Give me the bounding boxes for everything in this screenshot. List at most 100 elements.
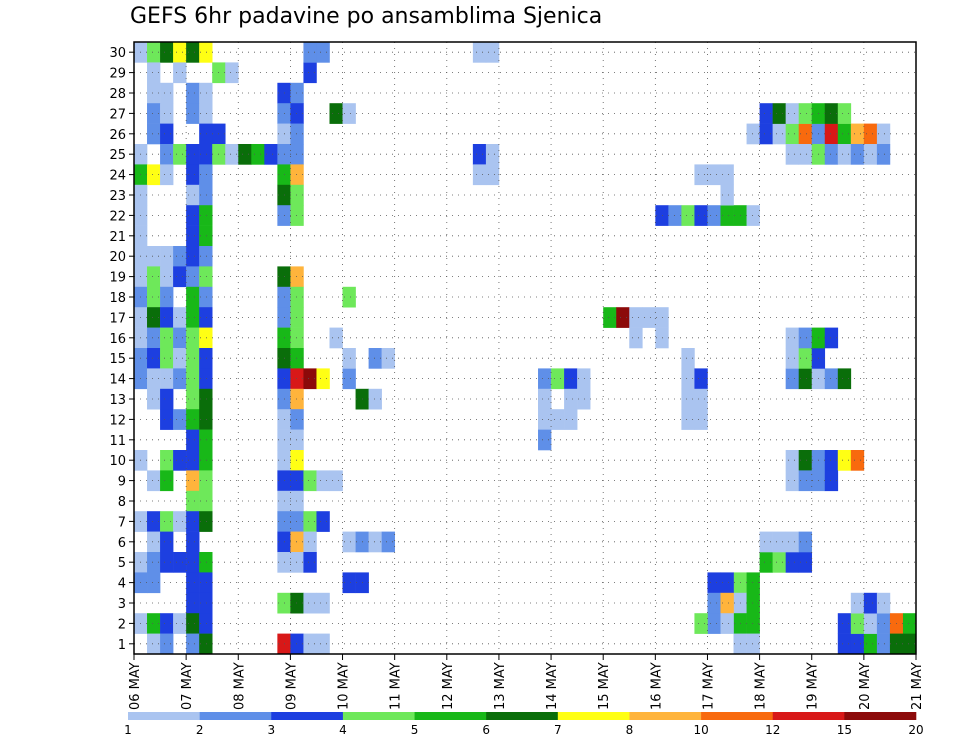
heatmap-cell — [147, 62, 161, 84]
heatmap-cell — [798, 144, 813, 165]
heatmap-cell — [798, 531, 813, 553]
y-tick-label: 19 — [109, 271, 126, 286]
heatmap-cell — [160, 123, 174, 145]
heatmap-cell — [785, 368, 799, 390]
x-tick-label: 09 MAY — [284, 662, 299, 710]
heatmap-cell — [147, 327, 161, 349]
heatmap-cell — [199, 307, 213, 328]
colorbar-label: 5 — [411, 723, 419, 737]
colorbar-label: 7 — [554, 723, 562, 737]
heatmap-cell — [160, 103, 174, 124]
heatmap-cell — [876, 613, 891, 634]
colorbar-label: 8 — [626, 723, 634, 737]
heatmap-cell — [186, 307, 200, 328]
x-tick-label: 13 MAY — [493, 662, 508, 710]
heatmap-cell — [759, 531, 773, 553]
heatmap-cell — [472, 144, 487, 165]
heatmap-cell — [694, 368, 708, 390]
y-tick-label: 13 — [109, 393, 126, 408]
heatmap-cell — [303, 511, 317, 532]
heatmap-cell — [720, 592, 734, 614]
heatmap-cell — [863, 144, 878, 165]
heatmap-cell — [303, 42, 317, 63]
heatmap-cell — [290, 144, 304, 165]
heatmap-cell — [147, 286, 161, 308]
heatmap-cell — [746, 613, 760, 634]
heatmap-cell — [655, 327, 669, 349]
heatmap-cell — [837, 144, 852, 165]
heatmap-cell — [186, 633, 200, 655]
heatmap-cell — [316, 511, 330, 532]
heatmap-cell — [173, 266, 187, 288]
heatmap-cell — [186, 103, 200, 124]
y-tick-label: 22 — [109, 209, 126, 224]
heatmap-cell — [538, 429, 552, 451]
heatmap-cell — [668, 205, 682, 226]
heatmap-cell — [173, 144, 187, 165]
heatmap-cell — [681, 348, 695, 369]
heatmap-cell — [199, 388, 213, 410]
heatmap-cell — [290, 103, 304, 124]
heatmap-cell — [798, 552, 813, 573]
y-tick-label: 25 — [109, 148, 126, 163]
heatmap-cell — [173, 348, 187, 369]
x-tick-label: 18 MAY — [754, 662, 769, 710]
heatmap-cell — [160, 286, 174, 308]
heatmap-cell — [850, 123, 865, 145]
heatmap-cell — [303, 552, 317, 573]
heatmap-cell — [199, 103, 213, 124]
heatmap-cell — [186, 327, 200, 349]
heatmap-cell — [329, 470, 343, 492]
heatmap-cell — [850, 144, 865, 165]
heatmap-cell — [199, 144, 213, 165]
heatmap-cell — [342, 286, 356, 308]
y-tick-label: 23 — [109, 189, 126, 204]
heatmap-cell — [837, 450, 852, 471]
heatmap-cell — [863, 633, 878, 655]
heatmap-cell — [329, 327, 343, 349]
heatmap-cell — [902, 613, 917, 634]
heatmap-cell — [199, 82, 213, 104]
heatmap-cell — [290, 470, 304, 492]
heatmap-cell — [785, 531, 799, 553]
heatmap-cell — [746, 592, 760, 614]
heatmap-cell — [199, 246, 213, 267]
heatmap-cell — [368, 388, 382, 410]
heatmap-cell — [785, 348, 799, 369]
heatmap-cell — [772, 531, 786, 553]
heatmap-cell — [199, 266, 213, 288]
heatmap-cell — [160, 511, 174, 532]
heatmap-cell — [199, 470, 213, 492]
heatmap-cell — [837, 368, 852, 390]
y-tick-label: 3 — [118, 597, 126, 612]
heatmap-cell — [173, 552, 187, 573]
heatmap-cell — [290, 205, 304, 226]
colorbar-swatch — [342, 712, 415, 720]
heatmap-cell — [147, 572, 161, 594]
heatmap-cell — [173, 62, 187, 84]
heatmap-cell — [290, 307, 304, 328]
heatmap-cell — [655, 307, 669, 328]
heatmap-cell — [290, 490, 304, 512]
heatmap-cell — [173, 246, 187, 267]
y-tick-label: 2 — [118, 617, 126, 632]
heatmap-cell — [707, 572, 721, 594]
heatmap-cell — [160, 388, 174, 410]
heatmap-cell — [303, 633, 317, 655]
heatmap-cell — [186, 552, 200, 573]
heatmap-cell — [186, 450, 200, 471]
grid-lines — [134, 42, 916, 654]
heatmap-cell — [186, 42, 200, 63]
colorbar-swatch — [271, 712, 344, 720]
heatmap-cell — [186, 388, 200, 410]
heatmap-cell — [186, 286, 200, 308]
heatmap-cell — [186, 368, 200, 390]
heatmap-cell — [173, 409, 187, 430]
heatmap-cell — [785, 552, 799, 573]
heatmap-cell — [147, 388, 161, 410]
heatmap-cell — [329, 103, 343, 124]
y-tick-label: 14 — [109, 373, 126, 388]
heatmap-cell — [199, 205, 213, 226]
y-tick-label: 17 — [109, 311, 126, 326]
